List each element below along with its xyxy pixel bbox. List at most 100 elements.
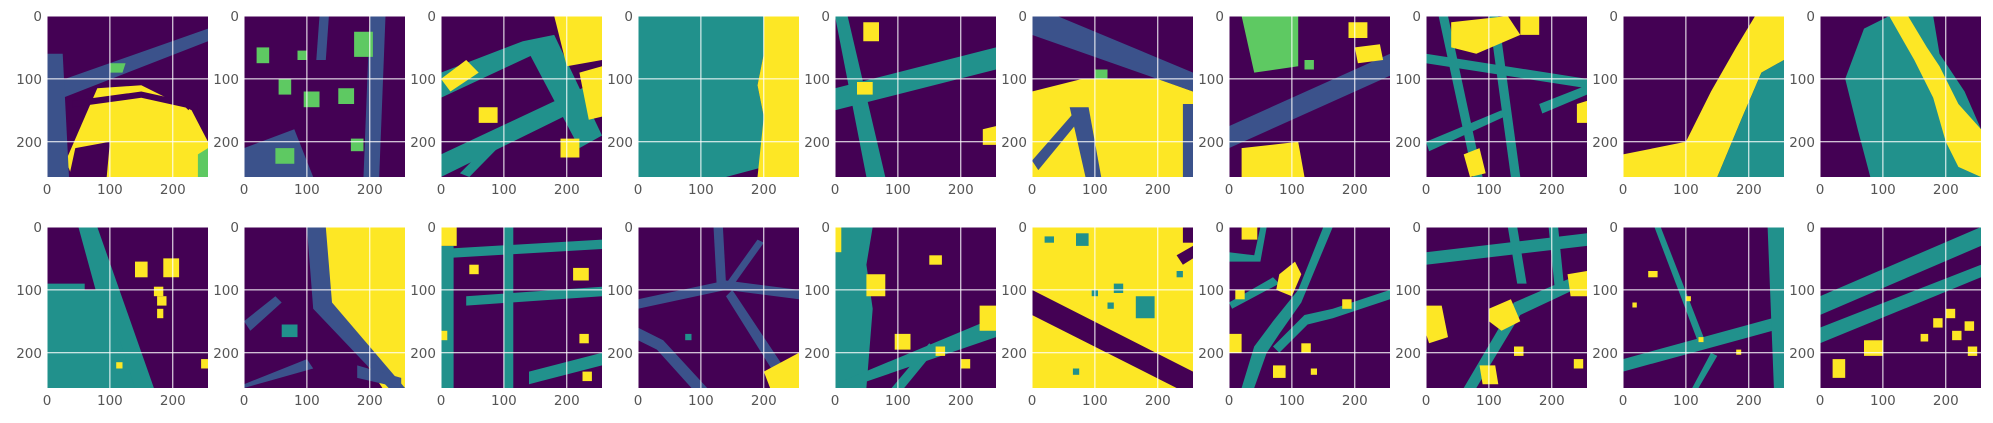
- mask-region: [1229, 227, 1267, 262]
- mask-region: [894, 333, 911, 350]
- mask-region: [469, 264, 479, 275]
- y-tick-label: 0: [1412, 220, 1421, 236]
- mask-region: [281, 324, 298, 338]
- x-tick-label: 200: [357, 393, 383, 409]
- mask-panel: 0 100 200 0 100 200: [1592, 9, 1784, 198]
- x-tick-label: 200: [1145, 182, 1171, 198]
- mask-region: [1426, 233, 1587, 265]
- y-tick-label: 100: [804, 283, 830, 299]
- y-tick-label: 200: [1592, 135, 1618, 151]
- mask-region: [1920, 333, 1929, 342]
- x-tick-label: 100: [688, 182, 714, 198]
- x-tick-label: 0: [1225, 393, 1234, 409]
- mask-region: [478, 107, 498, 123]
- y-tick-label: 0: [1806, 9, 1815, 25]
- mask-region: [1964, 321, 1975, 331]
- mask-region: [350, 138, 364, 152]
- mask-region: [1576, 100, 1587, 123]
- y-tick-label: 100: [1789, 283, 1815, 299]
- mask-region: [1182, 104, 1193, 177]
- mask-region: [835, 16, 886, 177]
- y-tick-label: 100: [1198, 283, 1224, 299]
- x-tick-label: 200: [948, 393, 974, 409]
- y-tick-label: 200: [607, 346, 633, 362]
- y-tick-label: 100: [213, 72, 239, 88]
- mask-region: [1113, 283, 1124, 293]
- mask-region: [1736, 349, 1742, 355]
- x-tick-label: 0: [1028, 393, 1037, 409]
- mask-region: [1044, 236, 1054, 243]
- x-tick-label: 100: [1082, 393, 1108, 409]
- mask-panel: 0 100 200 0 100 200: [1789, 220, 1981, 409]
- y-tick-label: 100: [410, 72, 436, 88]
- mask-region: [441, 41, 536, 98]
- mask-region: [47, 53, 69, 177]
- mask-region: [1135, 296, 1155, 319]
- mask-region: [303, 91, 320, 108]
- mask-panel: 0 100 200 0 100 200: [1001, 220, 1193, 409]
- mask-region: [157, 308, 164, 319]
- mask-region: [357, 365, 402, 388]
- mask-region: [69, 141, 110, 177]
- x-tick-label: 100: [97, 182, 123, 198]
- y-tick-label: 0: [1609, 220, 1618, 236]
- mask-region: [1832, 359, 1846, 378]
- mask-region: [1889, 16, 1981, 177]
- mask-region: [929, 255, 942, 265]
- mask-region: [1952, 330, 1962, 341]
- mask-region: [1488, 299, 1521, 331]
- x-tick-label: 100: [294, 182, 320, 198]
- mask-panel: 0 100 200 0 100 200: [16, 9, 208, 198]
- mask-region: [935, 346, 946, 356]
- x-tick-label: 100: [688, 393, 714, 409]
- mask-region: [306, 227, 405, 388]
- y-tick-label: 100: [1592, 283, 1618, 299]
- mask-panel: 0 100 200 0 100 200: [213, 9, 405, 198]
- mask-panel: 0 100 200 0 100 200: [410, 220, 602, 409]
- y-tick-label: 100: [1001, 72, 1027, 88]
- y-tick-label: 100: [16, 72, 42, 88]
- y-tick-label: 100: [607, 283, 633, 299]
- mask-region: [441, 330, 448, 341]
- y-tick-label: 100: [410, 283, 436, 299]
- x-tick-label: 100: [1279, 393, 1305, 409]
- mask-panel: 0 100 200 0 100 200: [607, 220, 799, 409]
- mask-region: [1767, 227, 1784, 388]
- y-tick-label: 200: [410, 135, 436, 151]
- mask-region: [1820, 264, 1981, 344]
- mask-region: [466, 286, 602, 306]
- y-tick-label: 100: [1395, 283, 1421, 299]
- y-tick-label: 0: [33, 220, 42, 236]
- x-tick-label: 0: [1619, 393, 1628, 409]
- x-tick-label: 200: [1933, 182, 1959, 198]
- y-tick-label: 100: [1592, 72, 1618, 88]
- y-tick-label: 100: [804, 72, 830, 88]
- mask-region: [982, 126, 996, 145]
- mask-region: [835, 321, 996, 388]
- mask-region: [1176, 271, 1183, 278]
- y-tick-label: 0: [1215, 9, 1224, 25]
- y-tick-label: 0: [230, 9, 239, 25]
- mask-region: [1235, 289, 1245, 300]
- x-tick-label: 0: [1422, 182, 1431, 198]
- mask-region: [1229, 333, 1242, 353]
- mask-region: [1229, 277, 1280, 309]
- y-tick-label: 200: [1789, 135, 1815, 151]
- y-tick-label: 100: [1001, 283, 1027, 299]
- mask-region: [863, 22, 879, 42]
- x-tick-label: 100: [1082, 182, 1108, 198]
- x-tick-label: 100: [1476, 182, 1502, 198]
- mask-region: [1176, 245, 1193, 265]
- mask-region: [1094, 69, 1108, 79]
- mask-region: [960, 359, 971, 369]
- x-tick-label: 0: [634, 393, 643, 409]
- x-tick-label: 0: [1422, 393, 1431, 409]
- mask-region: [1342, 299, 1352, 309]
- mask-region: [459, 135, 504, 177]
- mask-region: [1698, 337, 1704, 343]
- mask-region: [529, 352, 602, 385]
- y-tick-label: 0: [624, 220, 633, 236]
- mask-region: [1654, 227, 1705, 344]
- x-tick-label: 0: [831, 182, 840, 198]
- x-tick-label: 200: [1933, 393, 1959, 409]
